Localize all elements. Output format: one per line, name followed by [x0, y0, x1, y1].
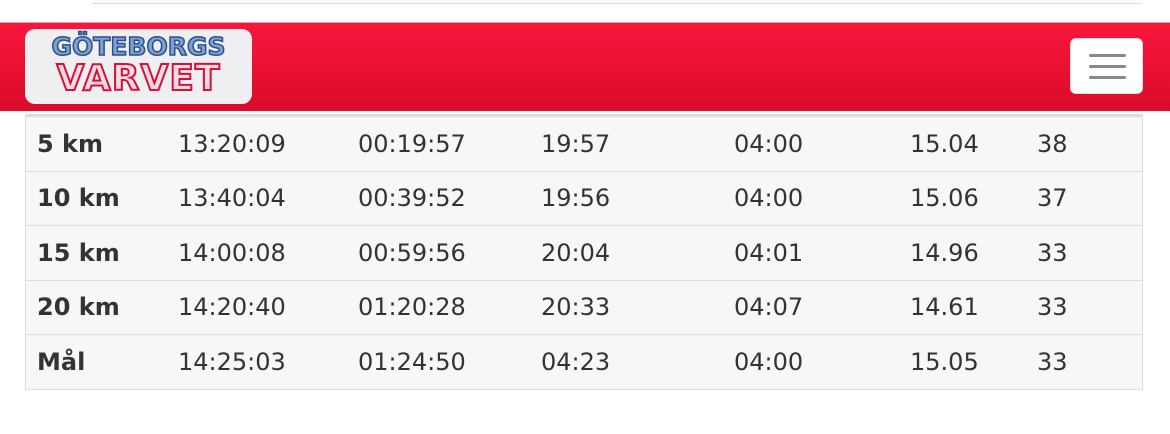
splits-table: 5 km 13:20:09 00:19:57 19:57 04:00 15.04 38 10 … — [25, 114, 1143, 390]
time-of-day: 14:00:08 — [178, 225, 358, 281]
position: 38 — [1037, 115, 1143, 172]
logo-line1: GÖTEBORGS — [51, 32, 227, 62]
split-label: 15 km — [25, 225, 178, 281]
pace: 04:07 — [734, 280, 910, 335]
elapsed-time: 01:24:50 — [358, 334, 541, 390]
time-of-day: 14:25:03 — [178, 334, 358, 390]
time-of-day: 14:20:40 — [178, 280, 358, 335]
logo-line2: VARVET — [55, 58, 221, 99]
pace: 04:00 — [734, 171, 910, 226]
hamburger-menu-icon — [1089, 54, 1126, 57]
speed: 15.06 — [910, 171, 1037, 226]
split-time: 04:23 — [541, 334, 734, 390]
speed: 14.61 — [910, 280, 1037, 335]
position: 33 — [1037, 334, 1143, 390]
elapsed-time: 01:20:28 — [358, 280, 541, 335]
position: 37 — [1037, 171, 1143, 226]
split-label: 5 km — [25, 115, 178, 172]
split-label: 10 km — [25, 171, 178, 226]
speed: 15.04 — [910, 115, 1037, 172]
goteborgsvarvet-logo[interactable]: GÖTEBORGS VARVET — [25, 29, 252, 104]
time-of-day: 13:20:09 — [178, 115, 358, 172]
hamburger-menu-icon — [1089, 76, 1126, 79]
hamburger-menu-button[interactable] — [1070, 38, 1143, 94]
time-of-day: 13:40:04 — [178, 171, 358, 226]
table-row: 15 km 14:00:08 00:59:56 20:04 04:01 14.96 33 — [25, 225, 1143, 281]
top-bar — [92, 0, 1142, 4]
split-label: 20 km — [25, 280, 178, 335]
split-time: 19:57 — [541, 115, 734, 172]
speed: 14.96 — [910, 225, 1037, 281]
position: 33 — [1037, 225, 1143, 281]
site-header: GÖTEBORGS VARVET — [0, 22, 1170, 111]
split-time: 19:56 — [541, 171, 734, 226]
hamburger-menu-icon — [1089, 65, 1126, 68]
elapsed-time: 00:19:57 — [358, 115, 541, 172]
position: 33 — [1037, 280, 1143, 335]
split-label: Mål — [25, 334, 178, 390]
elapsed-time: 00:39:52 — [358, 171, 541, 226]
pace: 04:01 — [734, 225, 910, 281]
split-time: 20:04 — [541, 225, 734, 281]
table-row: Mål 14:25:03 01:24:50 04:23 04:00 15.05 33 — [25, 334, 1143, 390]
pace: 04:00 — [734, 115, 910, 172]
table-row: 10 km 13:40:04 00:39:52 19:56 04:00 15.06 37 — [25, 171, 1143, 226]
pace: 04:00 — [734, 334, 910, 390]
table-row: 5 km 13:20:09 00:19:57 19:57 04:00 15.04 38 — [25, 115, 1143, 172]
elapsed-time: 00:59:56 — [358, 225, 541, 281]
split-time: 20:33 — [541, 280, 734, 335]
table-row: 20 km 14:20:40 01:20:28 20:33 04:07 14.61 33 — [25, 280, 1143, 335]
speed: 15.05 — [910, 334, 1037, 390]
